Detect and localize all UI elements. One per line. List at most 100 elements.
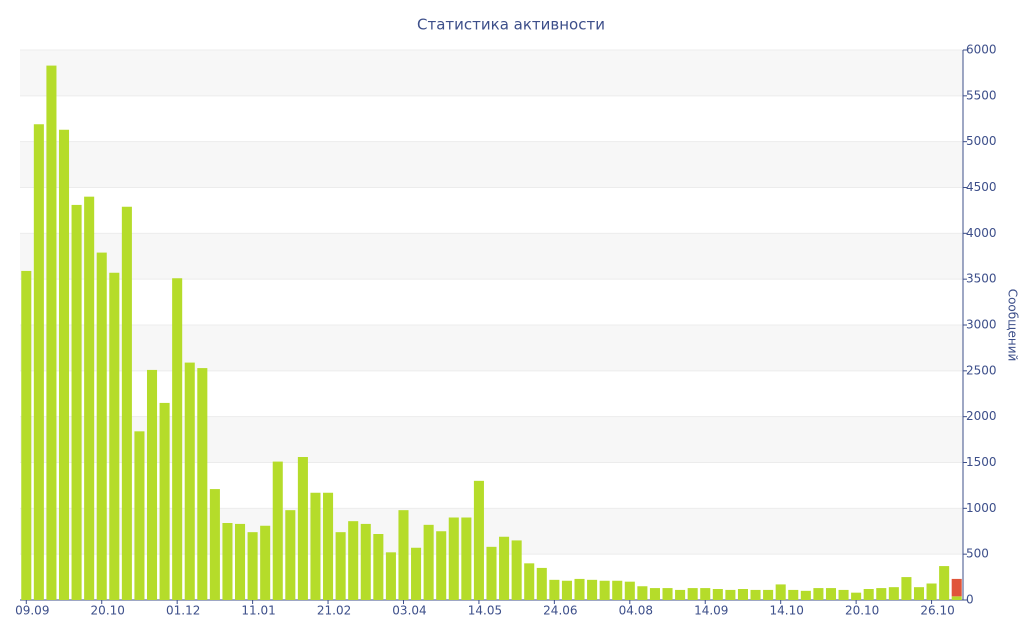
bar: [725, 589, 736, 600]
x-tick-label: 14.10: [770, 604, 804, 618]
bar: [461, 517, 472, 600]
bar: [851, 592, 862, 600]
bar: [536, 567, 547, 600]
bar: [310, 492, 321, 600]
bar: [574, 578, 585, 600]
grid-band: [20, 50, 963, 96]
bar: [712, 589, 723, 600]
bar: [499, 536, 510, 600]
bar: [96, 252, 107, 601]
y-tick-label: 4500: [966, 180, 997, 194]
chart-title: Статистика активности: [417, 16, 605, 34]
bar: [348, 521, 359, 600]
bar: [813, 588, 824, 600]
bar: [184, 362, 195, 600]
x-tick-label: 24.06: [543, 604, 577, 618]
y-tick-label: 1000: [966, 501, 997, 515]
y-tick-label: 3000: [966, 318, 997, 332]
bar: [121, 206, 132, 600]
bar: [411, 547, 422, 600]
x-tick-label: 21.02: [317, 604, 351, 618]
bar: [323, 492, 334, 600]
bar: [662, 588, 673, 600]
bar: [700, 588, 711, 600]
bar: [926, 583, 937, 600]
bar: [146, 369, 158, 600]
bar: [84, 196, 95, 600]
y-tick-label: 0: [966, 593, 974, 607]
bar: [33, 124, 44, 600]
bar: [247, 532, 258, 600]
bar: [901, 577, 912, 600]
x-tick-label: 03.04: [392, 604, 426, 618]
bar: [511, 540, 522, 600]
bar: [599, 580, 610, 600]
x-tick-label: 04.08: [619, 604, 653, 618]
bar: [913, 587, 925, 600]
bar: [272, 461, 283, 600]
x-tick-label: 11.01: [241, 604, 275, 618]
bar: [398, 510, 409, 600]
bar: [58, 129, 70, 600]
bar: [134, 431, 145, 600]
bar: [222, 523, 233, 600]
bar: [788, 589, 799, 600]
y-tick-label: 1500: [966, 455, 997, 469]
x-tick-label: 26.10: [920, 604, 954, 618]
bar: [448, 517, 459, 600]
y-tick-label: 4000: [966, 226, 997, 240]
bar: [71, 204, 82, 600]
y-tick-label: 5000: [966, 134, 997, 148]
x-tick-label: 14.05: [468, 604, 502, 618]
x-tick-label: 09.09: [15, 604, 49, 618]
bar: [649, 588, 660, 600]
bar: [436, 531, 447, 600]
bar: [637, 586, 648, 600]
bar: [863, 589, 874, 600]
bar: [888, 587, 899, 600]
grid-band: [20, 141, 963, 188]
y-tick-label: 5500: [966, 88, 997, 102]
bar: [360, 523, 371, 600]
y-tick-label: 2500: [966, 363, 997, 377]
grid-band: [20, 233, 963, 280]
bar: [775, 584, 786, 600]
bar: [373, 534, 384, 600]
bar: [951, 596, 962, 600]
bar: [423, 524, 434, 600]
bar: [876, 588, 887, 600]
bar: [172, 278, 183, 600]
y-tick-label: 6000: [966, 43, 997, 57]
bar: [687, 588, 698, 600]
bar: [612, 580, 623, 600]
y-axis-label: Сообщений: [1006, 289, 1020, 362]
bar: [46, 65, 57, 601]
y-tick-label: 2000: [966, 409, 997, 423]
grid-band: [20, 325, 963, 371]
bar: [159, 402, 170, 600]
bar: [285, 510, 296, 600]
bar: [524, 563, 535, 600]
bar: [675, 589, 686, 600]
y-tick-label: 500: [966, 547, 989, 561]
bar: [109, 272, 120, 600]
bar: [486, 546, 497, 600]
x-tick-label: 20.10: [845, 604, 879, 618]
bar: [750, 589, 761, 600]
y-tick-label: 3500: [966, 272, 997, 286]
bar: [21, 270, 32, 600]
bar: [197, 368, 208, 600]
x-tick-label: 20.10: [91, 604, 125, 618]
bar: [763, 589, 774, 600]
bar: [549, 579, 560, 600]
bar: [235, 523, 246, 600]
bar: [800, 590, 811, 600]
bar: [297, 457, 308, 600]
bar: [385, 552, 396, 600]
bar: [260, 525, 271, 600]
bar: [335, 532, 346, 600]
bar: [624, 581, 635, 600]
x-tick-label: 14.09: [694, 604, 728, 618]
bar: [209, 489, 220, 600]
bar: [825, 588, 837, 600]
